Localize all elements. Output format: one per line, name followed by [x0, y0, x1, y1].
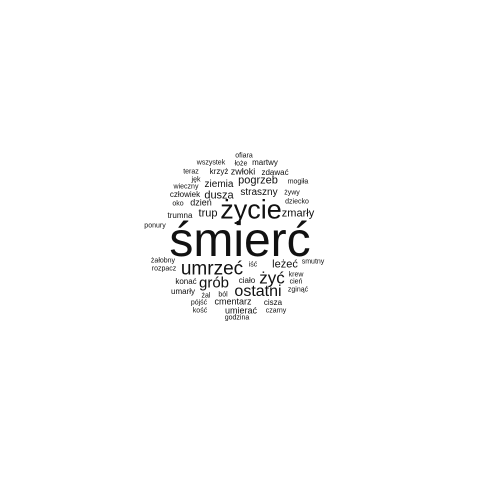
word-ofiara: ofiara: [235, 152, 253, 160]
word-krew: krew: [288, 271, 304, 279]
word-umrzec: umrzeć: [180, 258, 244, 280]
word-wieczny: wieczny: [173, 183, 199, 191]
word-trumna: trumna: [167, 211, 193, 220]
word-cien: cień: [289, 278, 303, 286]
word-ziemia: ziemia: [204, 179, 234, 190]
word-martwy: martwy: [252, 158, 278, 167]
word-lezec: leżeć: [272, 258, 298, 271]
word-zyc: żyć: [259, 268, 285, 288]
word-zycie: życie: [220, 194, 282, 225]
word-umierac: umierać: [224, 305, 258, 316]
word-mogila: mogiła: [287, 178, 309, 186]
word-cialo: ciało: [238, 276, 256, 285]
word-trup: trup: [198, 207, 218, 220]
word-oko: oko: [172, 200, 184, 208]
word-cisza: cisza: [263, 298, 283, 307]
word-krzyz: krzyż: [209, 167, 229, 176]
word-umarly: umarły: [170, 287, 196, 296]
word-godzina: godzina: [224, 314, 250, 322]
word-dusza: dusza: [204, 189, 234, 202]
word-bol: ból: [218, 291, 228, 299]
word-ostatni: ostatni: [234, 283, 282, 300]
word-pogrzeb: pogrzeb: [238, 174, 278, 187]
word-zwloki: zwłoki: [230, 166, 256, 177]
word-czlowiek: człowiek: [169, 190, 201, 199]
word-loze: łoże: [234, 160, 248, 168]
word-isc: iść: [248, 261, 258, 269]
word-zalobny: żałobny: [150, 257, 176, 265]
word-kosc: kość: [192, 307, 208, 315]
word-straszny: straszny: [240, 187, 278, 198]
word-zmarly: zmarły: [281, 207, 315, 220]
word-zdawac: zdawać: [261, 168, 289, 177]
word-ponury: ponury: [144, 222, 166, 230]
word-rozpacz: rozpacz: [151, 265, 177, 273]
word-smutny: smutny: [301, 258, 325, 266]
word-smierc: śmierć: [169, 214, 311, 267]
word-dziecko: dziecko: [285, 198, 309, 206]
word-zginac: zginąć: [287, 286, 309, 294]
word-teraz: teraz: [183, 168, 199, 176]
word-konac: konać: [175, 277, 197, 286]
word-wszystek: wszystek: [196, 159, 226, 167]
word-jek: jęk: [191, 176, 201, 184]
word-dzien: dzień: [190, 197, 212, 208]
word-czarny: czarny: [265, 307, 287, 315]
word-grob: grób: [198, 274, 230, 292]
word-zal: żal: [201, 292, 211, 300]
word-pojsc: pójść: [190, 299, 208, 307]
word-cmentarz: cmentarz: [214, 296, 252, 307]
word-zywy: żywy: [284, 189, 300, 197]
